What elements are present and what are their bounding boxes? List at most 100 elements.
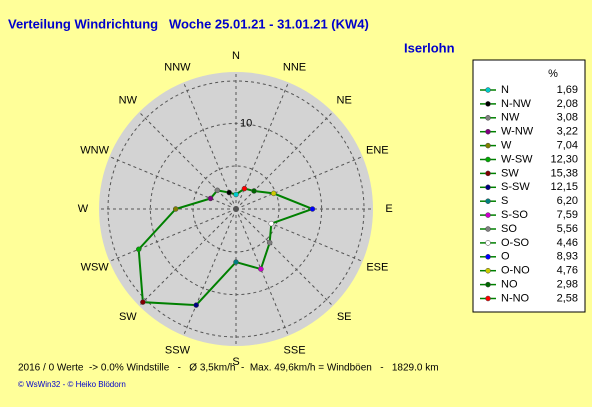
direction-label: SW [119, 311, 137, 323]
legend-value: 7,04 [557, 140, 578, 152]
radar-point [233, 259, 239, 265]
legend-marker [485, 198, 491, 204]
legend-marker [485, 87, 491, 93]
legend-marker [485, 281, 491, 288]
radar-point [140, 299, 146, 305]
legend-marker [485, 226, 491, 232]
radar-point [226, 189, 232, 196]
legend-value: 2,98 [557, 279, 578, 291]
legend-marker [485, 170, 491, 177]
direction-label: SE [337, 311, 352, 323]
legend-name: O [501, 251, 510, 263]
radar-point [193, 302, 199, 308]
direction-label: S [232, 356, 239, 368]
legend-value: 3,22 [557, 126, 578, 138]
radar-point [251, 188, 257, 194]
spoke [235, 82, 289, 210]
legend-marker [485, 115, 491, 121]
legend-name: W-NW [501, 126, 534, 138]
legend-value: 2,08 [557, 98, 578, 110]
direction-label: ENE [366, 144, 389, 156]
legend-marker [485, 142, 491, 149]
legend-value: 12,30 [550, 153, 578, 165]
direction-label: NE [337, 95, 352, 107]
spoke [235, 156, 363, 210]
radar-point [258, 266, 264, 272]
spoke [183, 82, 237, 210]
spoke [138, 208, 237, 307]
direction-label: NNW [164, 62, 191, 74]
legend-marker [485, 295, 491, 302]
spoke [235, 111, 334, 210]
legend-value: 4,76 [557, 265, 578, 277]
legend-value: 2,58 [557, 292, 578, 304]
legend-value: 8,93 [557, 251, 578, 263]
legend-name: N-NW [501, 98, 532, 110]
radar-point [309, 206, 316, 212]
legend-marker [485, 184, 491, 191]
radar-point [135, 246, 142, 253]
chart-title: Verteilung Windrichtung Woche 25.01.21 -… [8, 16, 369, 31]
legend-name: NW [501, 112, 520, 124]
legend-name: O-NO [501, 265, 530, 277]
ring [149, 122, 323, 296]
radar-point [214, 187, 221, 194]
radar-point [233, 191, 239, 198]
legend-value: 3,08 [557, 112, 578, 124]
legend-name: W [501, 140, 512, 152]
r-tick-label: 10 [240, 117, 252, 129]
direction-label: SSE [284, 344, 306, 356]
legend-name: S-SW [501, 181, 530, 193]
legend-value: 15,38 [550, 167, 578, 179]
legend-value: 5,56 [557, 223, 578, 235]
location: Iserlohn [404, 40, 455, 55]
legend-name: N [501, 84, 509, 96]
spoke [109, 156, 237, 210]
legend-value: 6,20 [557, 195, 578, 207]
direction-label: NNE [283, 62, 306, 74]
legend-name: N-NO [501, 292, 530, 304]
radar-point [268, 220, 275, 227]
spoke [235, 208, 334, 307]
spoke [138, 111, 237, 210]
legend-value: 4,46 [557, 237, 578, 249]
legend-name: SO [501, 223, 517, 235]
direction-label: W [78, 203, 89, 215]
legend-marker [485, 267, 491, 274]
legend-name: S-SO [501, 209, 528, 221]
legend-box [472, 59, 586, 313]
legend-name: NO [501, 279, 518, 291]
spoke [235, 208, 363, 262]
spoke [109, 208, 237, 262]
legend-marker [485, 128, 491, 135]
legend-name: W-SW [501, 153, 533, 165]
spoke [183, 208, 237, 336]
legend-name: S [501, 195, 508, 207]
legend-marker [485, 156, 491, 163]
direction-label: N [232, 50, 240, 62]
direction-label: E [385, 203, 392, 215]
legend-marker [485, 254, 491, 260]
legend-value: 1,69 [557, 84, 578, 96]
radar-point [241, 185, 248, 192]
direction-label: WNW [80, 144, 109, 156]
legend-value: 12,15 [550, 181, 578, 193]
legend-name: O-SO [501, 237, 530, 249]
spoke [235, 208, 289, 336]
legend-header: % [548, 68, 558, 80]
radar-point [270, 190, 277, 197]
direction-label: SSW [165, 344, 191, 356]
footer-stats: 2016 / 0 Werte -> 0.0% Windstille - Ø 3,… [18, 363, 439, 374]
direction-label: ESE [366, 261, 388, 273]
radar-point [207, 195, 214, 202]
direction-label: NW [119, 95, 138, 107]
legend-value: 7,59 [557, 209, 578, 221]
legend-name: SW [501, 167, 519, 179]
legend-marker [485, 240, 491, 246]
radar-point [172, 206, 179, 212]
legend-marker [485, 101, 491, 107]
legend-marker [485, 212, 491, 218]
direction-label: WSW [81, 261, 110, 273]
radar-point [266, 239, 273, 246]
